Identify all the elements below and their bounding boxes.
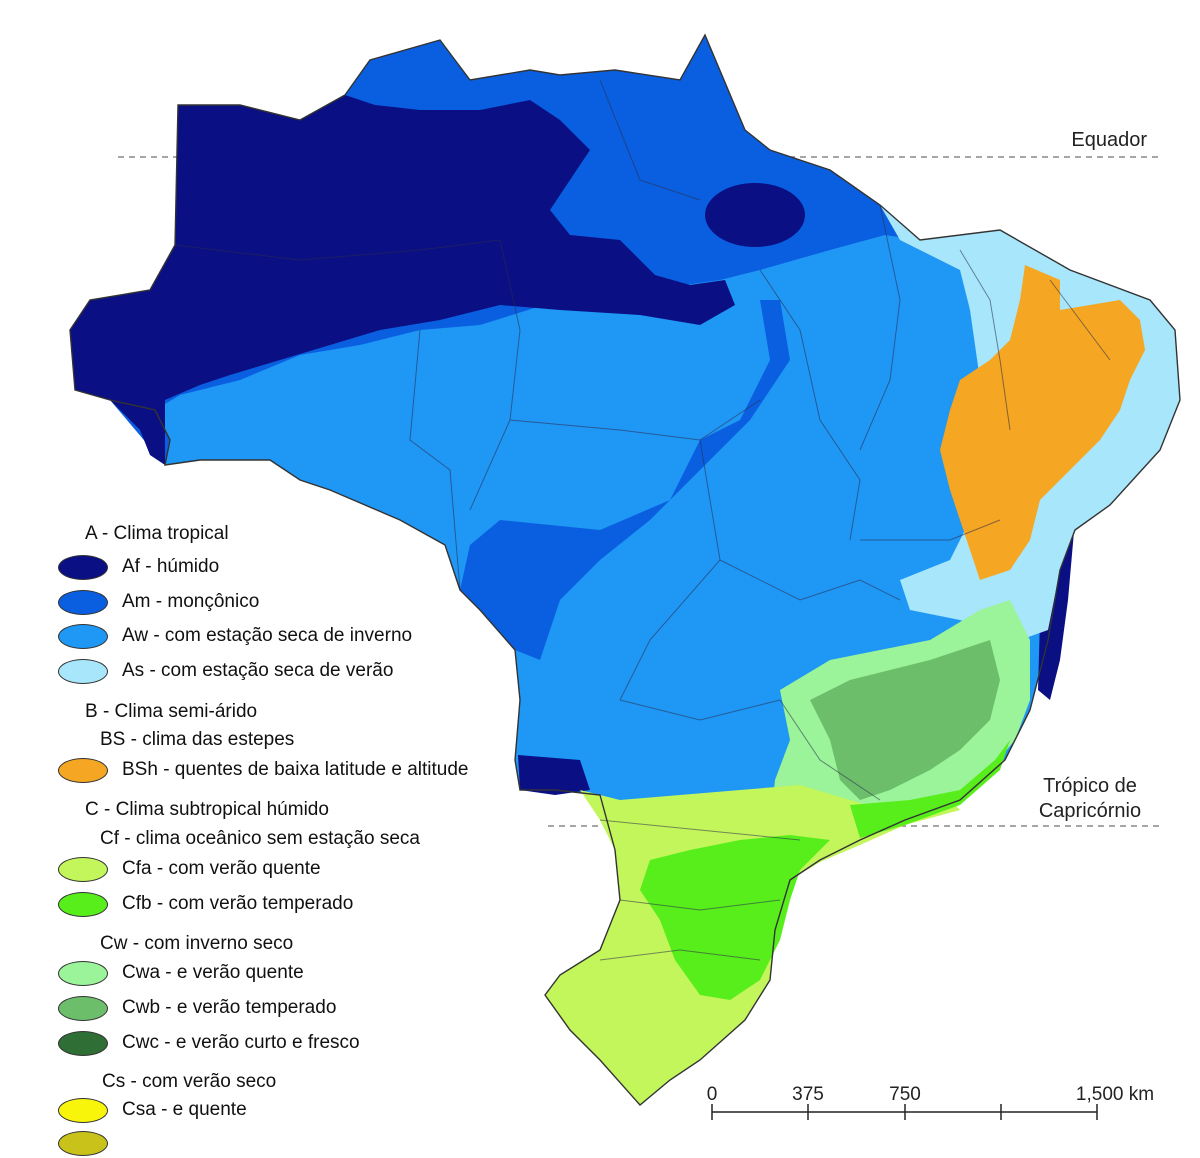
state-borders (174, 79, 1111, 961)
legend-swatch-cwa (58, 960, 108, 986)
legend-item-cwc: Cwc - e verão curto e fresco (58, 1028, 360, 1058)
legend-item-csa: Csa - e quente (58, 1095, 247, 1125)
legend-swatch-aw (58, 623, 108, 649)
legend-item-as: As - com estação seca de verão (58, 656, 393, 686)
scale-tick-0: 0 (707, 1084, 718, 1105)
legend-label-am: Am - monçônico (122, 591, 260, 612)
legend-item-aw: Aw - com estação seca de inverno (58, 621, 412, 651)
legend-item-am: Am - monçônico (58, 587, 259, 617)
legend-swatch-cfa (58, 856, 108, 882)
legend-item-cfa: Cfa - com verão quente (58, 854, 321, 884)
scale-tick-750: 750 (889, 1084, 921, 1105)
legend-group-c: C - Clima subtropical húmido (85, 799, 329, 820)
region-cfb (640, 835, 830, 1000)
legend-label-bsh: BSh - quentes de baixa latitude e altitu… (122, 759, 469, 780)
legend-label-aw: Aw - com estação seca de inverno (122, 625, 413, 646)
tropic-label-line2: Capricórnio (1039, 800, 1141, 822)
legend-item-af: Af - húmido (58, 552, 219, 582)
legend-group-b: B - Clima semi-árido (85, 701, 258, 722)
legend-subgroup-cs: Cs - com verão seco (102, 1071, 277, 1092)
legend-swatch-bsh (58, 757, 108, 783)
legend-swatch-csb (58, 1130, 108, 1156)
legend-swatch-cwc (58, 1030, 108, 1056)
legend-label-cfa: Cfa - com verão quente (122, 858, 321, 879)
legend-group-a: A - Clima tropical (85, 523, 229, 544)
region-cfb-coast (850, 740, 1010, 838)
legend-swatch-as (58, 658, 108, 684)
legend-item-cfb: Cfb - com verão temperado (58, 889, 353, 919)
region-af-southwest (518, 755, 590, 795)
region-af-island (705, 183, 805, 247)
legend-swatch-am (58, 589, 108, 615)
legend-label-cfb: Cfb - com verão temperado (122, 893, 354, 914)
scale-tick-1500: 1,500 km (1076, 1084, 1154, 1105)
legend-swatch-af (58, 554, 108, 580)
legend-item-cwa: Cwa - e verão quente (58, 958, 304, 988)
region-af (70, 95, 735, 465)
legend-label-cwb: Cwb - e verão temperado (122, 997, 337, 1018)
legend-swatch-csa (58, 1097, 108, 1123)
legend-label-cwc: Cwc - e verão curto e fresco (122, 1032, 360, 1053)
scale-tick-375: 375 (792, 1084, 824, 1105)
legend-label-csa: Csa - e quente (122, 1099, 247, 1120)
tropic-label-line1: Trópico de (1043, 775, 1137, 797)
region-bsh (940, 265, 1145, 580)
equator-label: Equador (1071, 129, 1147, 151)
legend-subgroup-bs: BS - clima das estepes (100, 729, 295, 750)
region-cwb (810, 640, 1000, 800)
legend-label-af: Af - húmido (122, 556, 220, 577)
legend-item-bsh: BSh - quentes de baixa latitude e altitu… (58, 755, 468, 785)
scale-bar (711, 1104, 1098, 1120)
legend-swatch-cfb (58, 891, 108, 917)
legend-item-cwb: Cwb - e verão temperado (58, 993, 336, 1023)
country-outline (69, 33, 1181, 1106)
legend-subgroup-cf: Cf - clima oceânico sem estação seca (100, 828, 420, 849)
legend-item-csb (58, 1128, 122, 1158)
legend-label-cwa: Cwa - e verão quente (122, 962, 304, 983)
legend-swatch-cwb (58, 995, 108, 1021)
legend-subgroup-cw: Cw - com inverno seco (100, 933, 294, 954)
legend-label-as: As - com estação seca de verão (122, 660, 394, 681)
